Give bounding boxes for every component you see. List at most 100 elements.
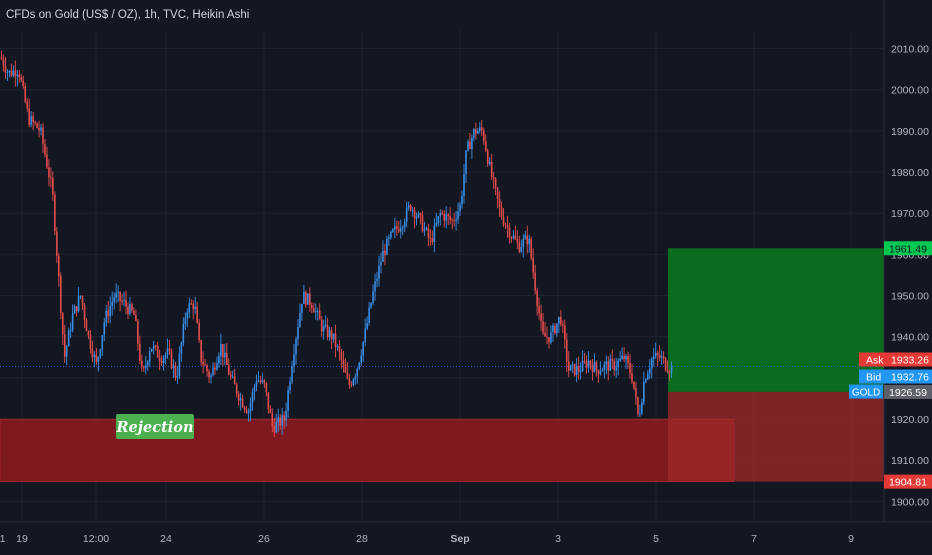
candle [650,356,653,379]
candle-body [291,366,293,382]
time-tick-label: 28 [356,533,368,545]
candle-body [85,319,88,332]
candle-body [170,350,173,368]
candle-body [206,365,208,372]
candle [409,204,412,213]
candle [392,227,394,233]
candle [50,167,52,188]
candle-body [573,363,576,375]
candle-body [200,340,202,362]
candle-body [283,415,285,421]
candle [660,350,663,366]
candle [451,217,453,230]
price-tag-bg [884,241,932,256]
candle [243,405,246,414]
candle [8,69,11,78]
candle [621,347,623,361]
candle [40,124,42,136]
candle [245,406,248,415]
candle-body [656,352,659,356]
candle [135,309,137,322]
candle [123,291,125,307]
candle [469,133,471,150]
candle [656,350,659,366]
candle-body [18,74,21,78]
candle [137,318,139,351]
candle-body [166,348,169,355]
candle-body [443,213,446,221]
candle-body [492,177,495,179]
candle-body [451,219,453,221]
price-tag-bg [884,474,932,489]
candle [571,361,574,374]
candle-body [401,227,404,229]
candle-body [611,359,614,361]
time-tick-label: 9 [848,533,854,545]
candle-body [506,225,509,228]
candle-body [666,369,669,373]
candle [326,317,329,341]
candle [512,230,515,240]
candle-body [237,394,240,401]
candle-body [650,359,653,369]
candle [536,287,538,316]
candle-body [115,293,117,298]
candle-body [267,392,270,409]
candle [374,273,376,301]
candle [397,221,400,234]
candle [459,201,461,217]
candle [437,215,440,227]
candle-body [380,261,382,266]
candle-body [486,150,489,164]
candle-body [229,374,232,377]
candle-body [617,360,619,368]
candle [605,355,608,375]
candle [635,381,637,405]
candle-body [403,221,406,228]
candle-body [30,116,32,125]
candle [16,69,19,87]
candle [654,342,657,359]
price-tag: 1961.49 [884,241,932,256]
candle-body [24,86,27,102]
candle [180,341,183,362]
candle-body [326,324,329,337]
candle-body [144,365,147,369]
candle-body [461,195,463,205]
candle [24,82,27,104]
candle-body [536,290,538,307]
candle [607,356,610,381]
candle-body [394,226,396,230]
rejection-label-text: Rejection [116,419,194,436]
candle-body [156,346,159,358]
candle-body [279,417,281,426]
candle [119,291,121,312]
candle [382,240,384,263]
candle [336,343,339,351]
candle [91,340,94,363]
candle-body [172,365,175,368]
candle [554,323,556,335]
candle-body [42,127,44,144]
candle [593,353,596,373]
candle [77,287,80,313]
candle-body [585,361,588,368]
candle [320,315,323,337]
candle-body [97,356,100,363]
candle-body [125,300,127,307]
candle-body [569,365,572,371]
candle [56,227,58,264]
candle [194,296,196,314]
candle [297,319,299,346]
candle [44,139,46,158]
candle-body [139,343,141,361]
candle-body [621,355,623,359]
candle-body [435,222,438,226]
candle-body [482,130,485,141]
time-tick-label: 5 [653,533,659,545]
candle [261,372,264,385]
candle [390,230,392,240]
candle-body [449,215,451,220]
candle-body [571,363,574,366]
